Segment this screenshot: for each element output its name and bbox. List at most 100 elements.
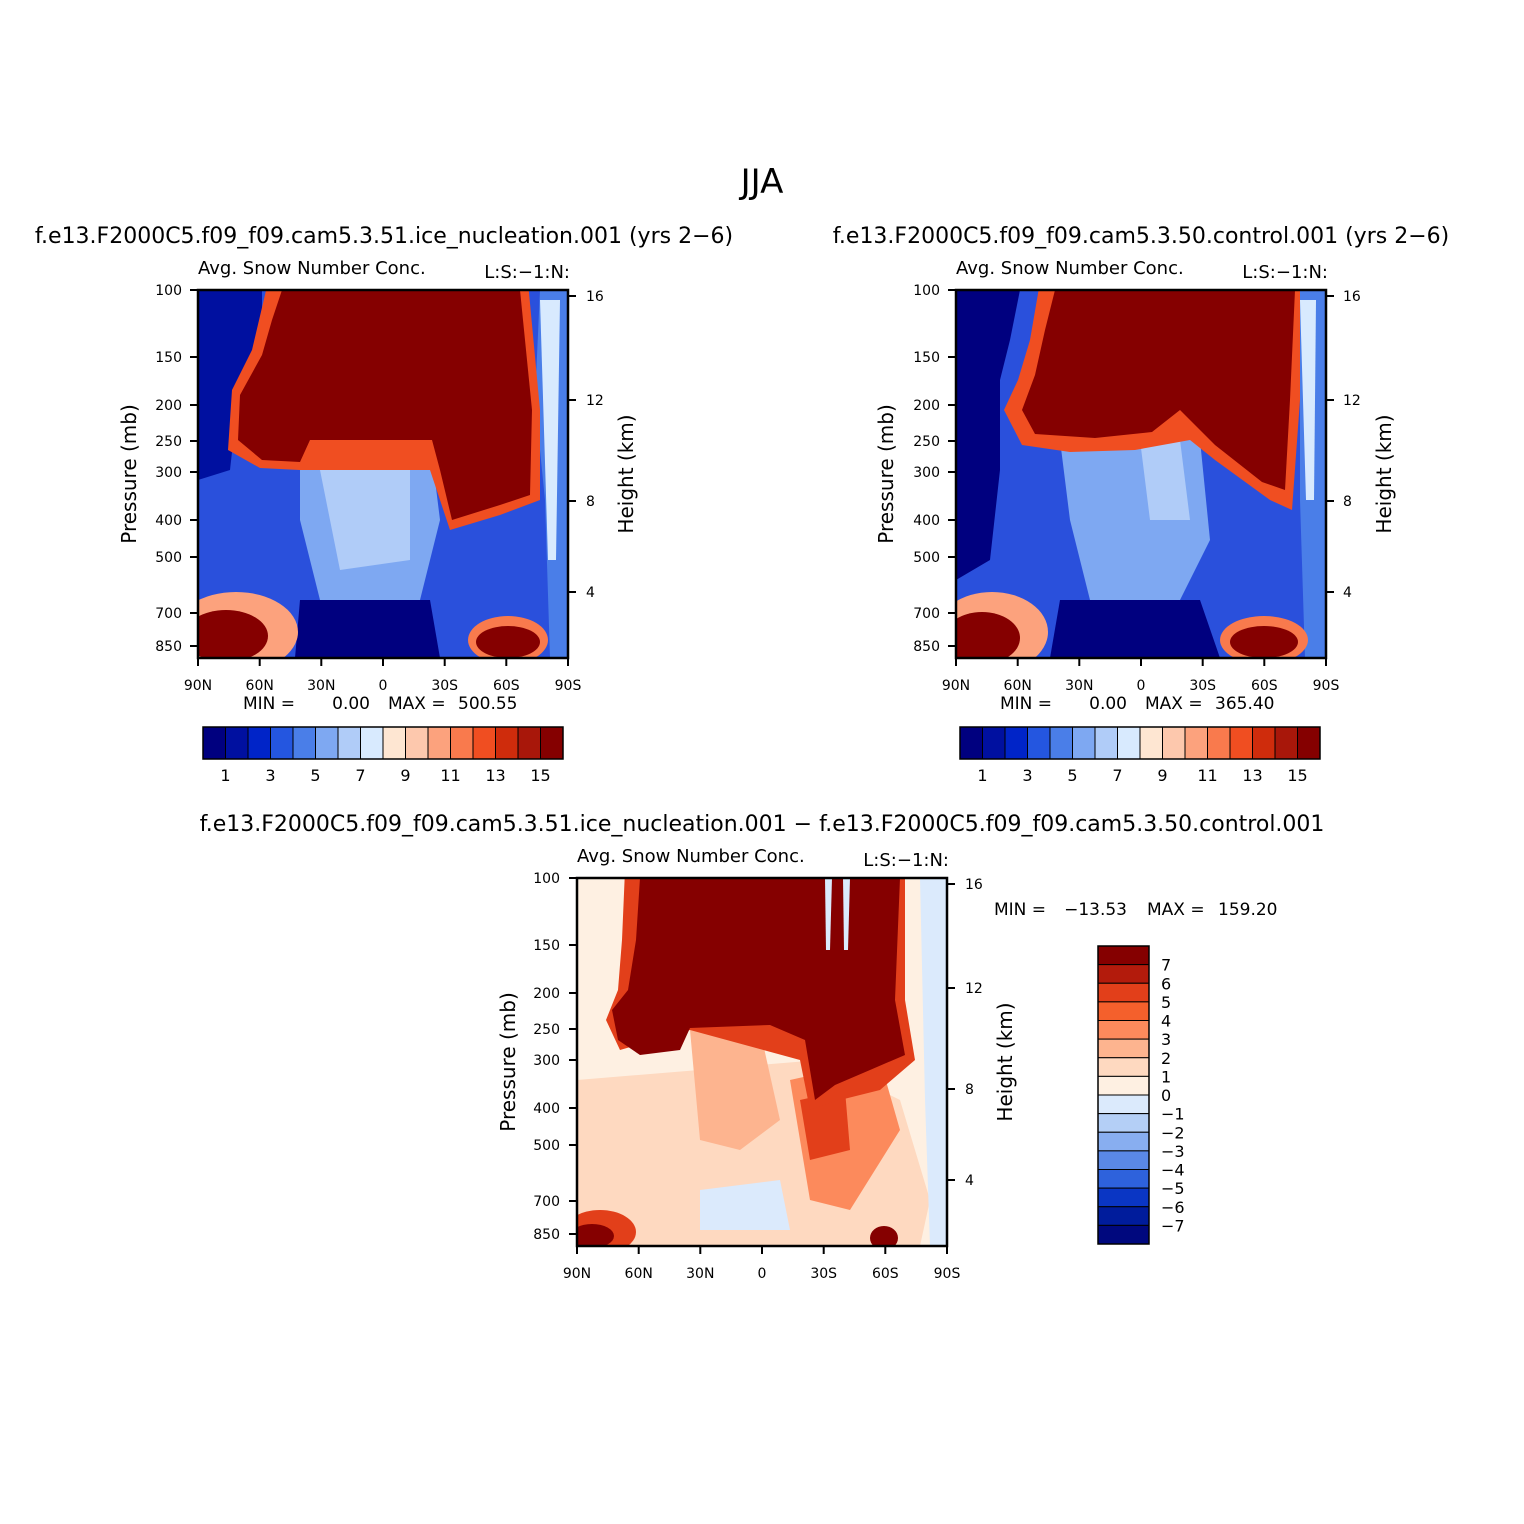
band-right-edge-pale xyxy=(1300,300,1316,500)
colorbar-label: 3 xyxy=(1022,766,1032,785)
y-tick-label: 400 xyxy=(155,513,182,529)
y2-tick-label: 4 xyxy=(1343,585,1352,601)
x-tick-label: 60S xyxy=(1251,678,1278,694)
colorbar-label: 11 xyxy=(440,766,460,785)
panel-title: f.e13.F2000C5.f09_f09.cam5.3.51.ice_nucl… xyxy=(200,812,1325,837)
y2-tick-label: 12 xyxy=(586,393,604,409)
y-tick-label: 100 xyxy=(913,283,940,299)
y-axis-label: Pressure (mb) xyxy=(874,404,898,544)
plot-subtitle-left: Avg. Snow Number Conc. xyxy=(956,258,1184,279)
colorbar-box xyxy=(1139,726,1163,760)
band-right-edge-pale-blue xyxy=(920,878,947,1246)
y-axis-label: Pressure (mb) xyxy=(496,992,520,1132)
band-lower-mid-dark xyxy=(1050,600,1220,658)
colorbar-box xyxy=(1097,1150,1150,1170)
band-mid-pale xyxy=(1140,440,1190,520)
contour-field xyxy=(956,290,1326,658)
x-tick-label: 0 xyxy=(379,678,388,694)
colorbar-label: 5 xyxy=(310,766,320,785)
colorbar-label: −1 xyxy=(1161,1105,1185,1124)
colorbar-label: 9 xyxy=(1157,766,1167,785)
plot-subtitle-right: L:S:−1:N: xyxy=(1242,262,1328,283)
y2-axis-label: Height (km) xyxy=(614,414,638,533)
colorbar-label: 7 xyxy=(1161,956,1171,975)
colorbar-label: 1 xyxy=(977,766,987,785)
stats-min-value: −13.53 xyxy=(1064,900,1127,920)
colorbar-frame xyxy=(1097,945,1150,1245)
stats-max-label: MAX = xyxy=(1145,694,1203,714)
colorbar-box xyxy=(1097,1001,1150,1021)
colorbar-label: 1 xyxy=(220,766,230,785)
colorbar-label: 13 xyxy=(485,766,505,785)
colorbar-box xyxy=(1297,726,1321,760)
panel-title: f.e13.F2000C5.f09_f09.cam5.3.51.ice_nucl… xyxy=(35,224,733,249)
x-tick-label: 90N xyxy=(942,678,970,694)
stats-max-value: 500.55 xyxy=(458,694,517,714)
colorbar-label: 4 xyxy=(1161,1012,1171,1031)
band-mid-pale xyxy=(320,470,410,570)
y2-tick-label: 12 xyxy=(1343,393,1361,409)
x-tick-label: 30S xyxy=(810,1266,837,1282)
colorbar: 1 3 5 7 9 11 13 15 xyxy=(202,726,564,785)
colorbar-box xyxy=(1097,1224,1150,1245)
x-tick-label: 0 xyxy=(758,1266,767,1282)
colorbar-box xyxy=(495,726,519,760)
colorbar-box xyxy=(1097,1113,1150,1133)
panel-title: f.e13.F2000C5.f09_f09.cam5.3.50.control.… xyxy=(833,224,1449,249)
band-bottom-left xyxy=(198,610,268,658)
band-right-edge-pale xyxy=(540,300,560,560)
y2-tick-label: 4 xyxy=(965,1173,974,1189)
x-tick-label: 90S xyxy=(555,678,582,694)
colorbar-box xyxy=(315,726,339,760)
colorbar-label: 11 xyxy=(1197,766,1217,785)
y-tick-label: 400 xyxy=(913,513,940,529)
y-tick-label: 700 xyxy=(155,606,182,622)
y-tick-label: 200 xyxy=(913,398,940,414)
stats-min-value: 0.00 xyxy=(1089,694,1127,714)
band-max-core xyxy=(238,290,532,520)
y-tick-label: 250 xyxy=(913,434,940,450)
y2-tick-label: 16 xyxy=(586,289,604,305)
x-tick-label: 0 xyxy=(1137,678,1146,694)
y2-axis-label: Height (km) xyxy=(993,1002,1017,1121)
y-tick-label: 100 xyxy=(155,283,182,299)
colorbar-box xyxy=(982,726,1006,760)
plot-subtitle-left: Avg. Snow Number Conc. xyxy=(198,258,426,279)
colorbar: 1 3 5 7 9 11 13 15 xyxy=(959,726,1321,785)
panel-control: f.e13.F2000C5.f09_f09.cam5.3.50.control.… xyxy=(833,224,1449,785)
band-bottom-right xyxy=(870,1226,898,1246)
y-tick-label: 150 xyxy=(533,938,560,954)
colorbar-box xyxy=(405,726,429,760)
colorbar-box xyxy=(1097,1075,1150,1096)
colorbar-label: 0 xyxy=(1161,1086,1171,1105)
colorbar-box xyxy=(472,726,496,760)
colorbar-box xyxy=(1117,726,1141,760)
colorbar-box xyxy=(959,726,983,760)
colorbar-label: −4 xyxy=(1161,1161,1185,1180)
band-lower-mid-dark xyxy=(295,600,440,658)
figure-title: JJA xyxy=(739,162,784,202)
stats-max-label: MAX = xyxy=(1147,900,1205,920)
colorbar-frame xyxy=(959,726,1321,760)
y2-tick-label: 16 xyxy=(965,877,983,893)
colorbar-box xyxy=(1049,726,1073,760)
band-notch-light-2 xyxy=(843,878,850,950)
colorbar-box xyxy=(292,726,316,760)
y-tick-label: 500 xyxy=(913,550,940,566)
colorbar-label: 15 xyxy=(530,766,550,785)
stats-min-value: 0.00 xyxy=(332,694,370,714)
y-tick-label: 500 xyxy=(155,550,182,566)
x-tick-label: 90S xyxy=(1313,678,1340,694)
colorbar-box xyxy=(202,726,226,760)
colorbar-box xyxy=(1094,726,1118,760)
band-max-core xyxy=(612,878,905,1100)
colorbar-box xyxy=(225,726,249,760)
colorbar-box xyxy=(1207,726,1231,760)
colorbar-label: −3 xyxy=(1161,1142,1185,1161)
y-tick-label: 400 xyxy=(533,1101,560,1117)
colorbar-box xyxy=(1097,945,1150,966)
y-tick-label: 250 xyxy=(155,434,182,450)
stats-min-label: MIN = xyxy=(994,900,1046,920)
colorbar-box xyxy=(1097,1187,1150,1208)
